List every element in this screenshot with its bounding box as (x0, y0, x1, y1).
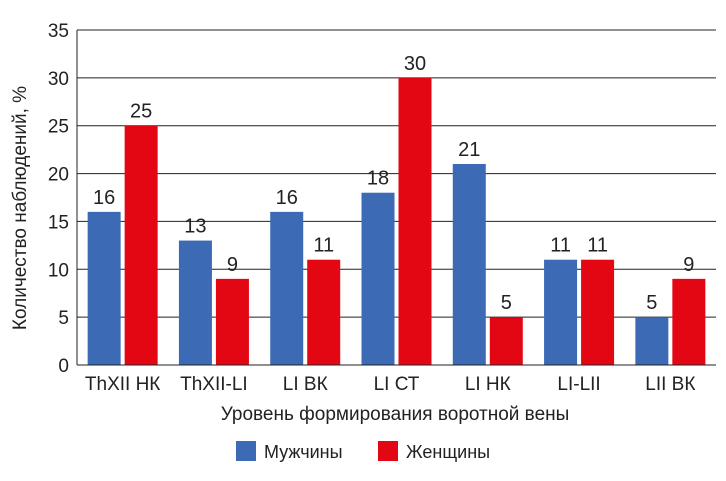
bar-lii-вк-s1 (635, 317, 669, 365)
bar-li-lii-s2 (581, 259, 615, 365)
data-label-lii-вк-s2: 9 (683, 254, 694, 276)
data-label-thxii-нк-s2: 25 (130, 101, 152, 123)
data-label-li-ст-s1: 18 (367, 168, 389, 190)
bar-li-lii-s1 (544, 259, 578, 365)
legend-label-s1: Мужчины (264, 442, 343, 462)
x-tick-li-ст: LI СТ (374, 374, 420, 395)
bar-li-вк-s1 (270, 211, 304, 365)
data-label-li-нк-s1: 21 (458, 139, 480, 161)
x-tick-labels: ThXII НК ThXII-LI LI ВК LI СТ LI НК LI-LII LII… (85, 374, 696, 395)
bar-thxii-нк-s2 (124, 125, 158, 365)
legend-swatch-s1 (236, 441, 256, 461)
bar-li-нк-s2 (489, 317, 523, 365)
bars (87, 77, 706, 365)
data-label-li-ст-s2: 30 (404, 53, 426, 75)
bar-li-вк-s2 (307, 259, 341, 365)
y-tick-35: 35 (48, 21, 69, 42)
data-label-li-вк-s1: 16 (276, 187, 298, 209)
x-tick-li-вк: LI ВК (283, 374, 328, 395)
y-axis-title: Количество наблюдений, % (10, 86, 31, 330)
data-label-thxii-li-s1: 13 (184, 216, 206, 238)
data-label-li-нк-s2: 5 (501, 292, 512, 314)
grid-lines (77, 29, 716, 318)
legend-label-s2: Женщины (406, 442, 490, 462)
bar-thxii-li-s1 (178, 240, 212, 365)
y-tick-10: 10 (48, 260, 69, 281)
x-tick-li-нк: LI НК (465, 374, 511, 395)
y-tick-25: 25 (48, 117, 69, 138)
bar-thxii-нк-s1 (87, 211, 121, 365)
bar-li-ст-s2 (398, 77, 432, 365)
y-tick-30: 30 (48, 69, 69, 90)
data-label-li-lii-s2: 11 (587, 235, 608, 257)
data-label-li-вк-s2: 11 (313, 235, 334, 257)
x-axis-title: Уровень формирования воротной вены (221, 404, 570, 425)
data-labels: 16 25 13 9 16 11 18 30 21 5 11 11 5 9 (93, 53, 694, 314)
y-tick-20: 20 (48, 165, 69, 186)
data-label-lii-вк-s1: 5 (646, 292, 657, 314)
bar-li-ст-s1 (361, 192, 395, 365)
legend-swatch-s2 (378, 441, 398, 461)
bar-li-нк-s1 (452, 164, 486, 365)
y-tick-15: 15 (48, 212, 69, 233)
data-label-li-lii-s1: 11 (550, 235, 571, 257)
bar-lii-вк-s2 (672, 278, 706, 365)
y-tick-5: 5 (58, 308, 69, 329)
y-tick-0: 0 (58, 356, 69, 377)
legend: Мужчины Женщины (236, 441, 490, 462)
x-tick-thxii-нк: ThXII НК (85, 374, 160, 395)
bar-thxii-li-s2 (215, 278, 249, 365)
x-tick-li-lii: LI-LII (557, 374, 600, 395)
x-tick-lii-вк: LII ВК (645, 374, 695, 395)
y-tick-labels: 0 5 10 15 20 25 30 35 (48, 21, 69, 377)
data-label-thxii-нк-s1: 16 (93, 187, 115, 209)
x-tick-thxii-li: ThXII-LI (180, 374, 248, 395)
data-label-thxii-li-s2: 9 (227, 254, 238, 276)
